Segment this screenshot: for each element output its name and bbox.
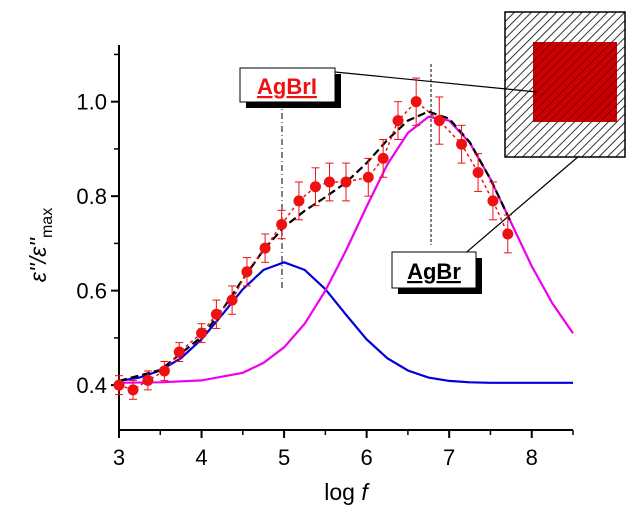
x-tick-label: 3 [113,445,125,470]
data-point [293,195,305,207]
annotation: AgBr [407,259,461,284]
data-point [113,379,125,391]
data-point [456,138,468,150]
data-point [259,242,271,254]
x-axis-title: log f [324,479,370,505]
y-tick-label: 0.8 [76,184,107,209]
y-label-sub: max [39,208,56,238]
data-point [340,176,352,188]
y-label: ε''/ε'' [25,236,51,282]
plot: 3 4 5 6 7 8 0.4 0.6 0.8 1.0 [76,45,574,470]
data-point [127,384,139,396]
y-tick-label: 1.0 [76,90,107,115]
data-point [173,346,185,358]
label-box [391,251,477,289]
x-tick-label: 7 [443,445,455,470]
x-label: log [324,479,355,505]
label-box [239,67,336,103]
data-point [196,327,208,339]
data-point [309,181,321,193]
y-axis-title: ε''/ε''max [25,208,56,282]
annotation: AgBrI [257,74,317,99]
data-point [433,115,445,127]
data-point [410,96,422,108]
data-point [472,167,484,179]
x-tick-label: 5 [278,445,290,470]
data-point [323,176,335,188]
data-point [487,195,499,207]
pointer-line [334,71,538,93]
pointer-line [454,155,580,263]
x-tick-label: 8 [526,445,538,470]
data-point [142,374,154,386]
inset-core-hatch [533,42,617,122]
y-tick-label: 0.4 [76,373,107,398]
data-point [392,115,404,127]
y-tick-label: 0.6 [76,279,107,304]
data-point [502,228,514,240]
data-point [362,171,374,183]
x-tick-label: 6 [361,445,373,470]
data-point [226,294,238,306]
data-point [276,219,288,231]
inset [504,11,626,158]
data-point [158,365,170,377]
x-tick-label: 4 [195,445,207,470]
data-point [377,152,389,164]
data-point [210,308,222,320]
x-label-var: f [361,479,370,505]
data-point [241,266,253,278]
